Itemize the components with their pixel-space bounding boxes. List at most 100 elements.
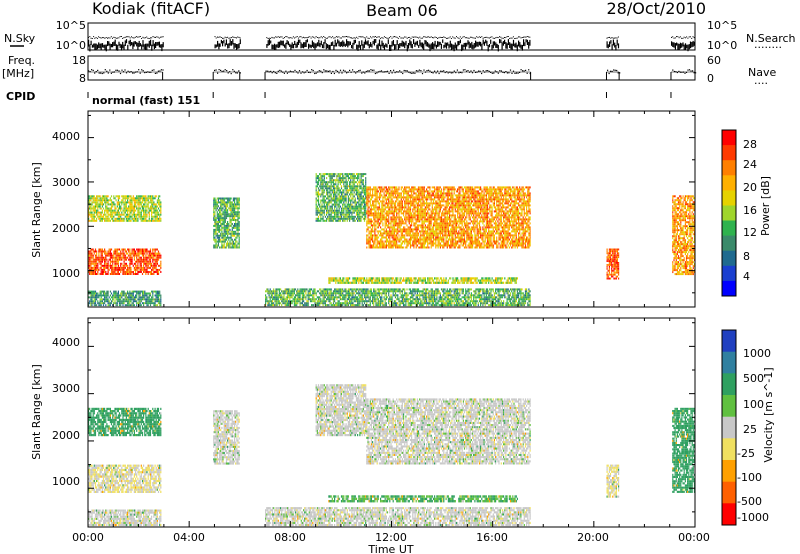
freq-point: [367, 70, 369, 72]
echo-cell-r4: [453, 304, 455, 307]
freq-point: [465, 70, 468, 72]
echo-cell-r4: [458, 294, 460, 297]
echo-cell-r4: [273, 302, 275, 305]
echo-cell-r3: [224, 217, 226, 220]
echo-cell-r0: [115, 252, 117, 255]
echo-cell-r0: [104, 260, 106, 263]
nsearch-tick-top: 10^5: [707, 19, 737, 32]
echo-cell-r0: [115, 260, 117, 263]
echo-cell-r0: [94, 264, 97, 267]
nsky-bar: [103, 44, 105, 48]
nsky-bar: [349, 41, 351, 45]
nsearch-dot: [286, 36, 288, 38]
echo-cell-r4: [320, 292, 322, 295]
echo-cell-r2: [101, 294, 103, 297]
echo-cell-r4: [457, 300, 459, 303]
echo-cell-r4: [455, 288, 458, 291]
echo-cell-r0: [128, 248, 130, 251]
echo-cell-r2: [136, 292, 138, 295]
echo-cell-r5: [330, 183, 332, 186]
echo-cell-r4: [476, 288, 478, 291]
nsky-bar: [418, 44, 420, 48]
echo-cell-r4: [408, 288, 410, 291]
echo-cell-r2: [137, 302, 139, 305]
echo-cell-r4: [465, 298, 467, 301]
echo-cell-r5: [316, 175, 318, 178]
echo-cell-r4: [476, 300, 478, 303]
echo-cell-r4: [492, 296, 494, 299]
echo-cell-r4: [274, 296, 276, 299]
freq-point: [616, 69, 618, 72]
echo-cell-r3: [230, 230, 232, 233]
echo-cell-r1: [102, 197, 105, 200]
echo-cell-r1: [127, 207, 129, 210]
echo-cell-r4: [366, 302, 368, 305]
echo-cell-r4: [468, 298, 470, 301]
echo-cell-r4: [320, 290, 322, 293]
echo-cell-r0: [89, 268, 91, 271]
echo-cell-r4: [354, 300, 356, 303]
nsky-bar: [507, 39, 509, 45]
echo-cell-r1: [160, 213, 162, 216]
freq-point: [528, 69, 530, 71]
echo-cell-r2: [128, 296, 130, 299]
nsearch-dot: [217, 36, 218, 38]
freq-point: [690, 70, 692, 72]
echo-cell-r4: [312, 304, 314, 307]
echo-cell-r4: [442, 304, 444, 307]
echo-cell-r4: [339, 304, 341, 307]
echo-cell-r1: [116, 219, 118, 222]
echo-cell-r4: [347, 290, 349, 293]
echo-cell-r2: [118, 304, 121, 307]
echo-cell-r4: [423, 302, 425, 305]
echo-cell-r3: [228, 201, 230, 204]
nsearch-dot: [319, 37, 321, 39]
echo-cell-r4: [434, 300, 436, 303]
nsearch-dot: [281, 36, 283, 38]
echo-cell-r4: [369, 294, 371, 297]
echo-cell-r2: [99, 300, 101, 303]
echo-cell-r3: [229, 244, 231, 247]
echo-cell-r4: [306, 304, 308, 307]
echo-cell-r1: [120, 215, 122, 218]
echo-cell-r2: [114, 290, 116, 293]
echo-cell-r2: [102, 298, 105, 301]
echo-cell-r4: [420, 298, 422, 301]
echo-cell-r4: [372, 302, 374, 305]
echo-cell-r0: [122, 268, 124, 271]
nsky-bar: [509, 42, 511, 48]
echo-cell-r5: [322, 197, 324, 200]
nsky-bar: [443, 44, 445, 49]
echo-cell-r4: [486, 290, 489, 293]
echo-cell-r3: [228, 246, 230, 249]
nsky-bar: [416, 40, 418, 46]
nsky-bar: [616, 39, 618, 46]
freq-point: [386, 70, 389, 72]
echo-cell-r4: [405, 296, 407, 299]
echo-cell-r4: [499, 302, 501, 305]
echo-cell-r1: [143, 207, 145, 210]
echo-cell-r4: [391, 290, 393, 293]
freq-point: [230, 73, 232, 75]
echo-cell-r3: [224, 211, 226, 214]
echo-cell-r5: [316, 209, 318, 212]
echo-cell-r4: [469, 300, 471, 303]
freq-point: [339, 69, 342, 71]
echo-cell-r5: [323, 209, 325, 212]
echo-cell-r3: [217, 205, 219, 208]
echo-cell-r3: [224, 230, 226, 233]
echo-cell-r1: [110, 217, 113, 220]
echo-cell-r3: [215, 232, 217, 235]
freq-point: [280, 70, 282, 72]
echo-cell-r5: [331, 205, 333, 208]
nsearch-dot: [157, 36, 159, 38]
echo-cell-r0: [135, 273, 137, 275]
nsearch-dot: [501, 37, 503, 39]
echo-cell-r3: [223, 238, 225, 241]
echo-cell-r4: [304, 288, 306, 291]
echo-cell-r1: [143, 217, 145, 220]
echo-cell-r0: [146, 271, 148, 273]
nsky-bar: [323, 42, 325, 49]
echo-cell-r4: [413, 294, 415, 297]
echo-cell-r4: [528, 290, 530, 293]
